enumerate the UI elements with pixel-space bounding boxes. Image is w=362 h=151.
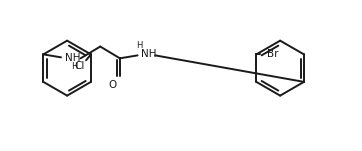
Text: NH: NH <box>142 49 157 59</box>
Text: Br: Br <box>267 49 279 59</box>
Text: H: H <box>72 62 78 71</box>
Text: H: H <box>136 41 143 50</box>
Text: NH: NH <box>65 53 80 63</box>
Text: Cl: Cl <box>74 61 84 71</box>
Text: O: O <box>108 80 116 90</box>
